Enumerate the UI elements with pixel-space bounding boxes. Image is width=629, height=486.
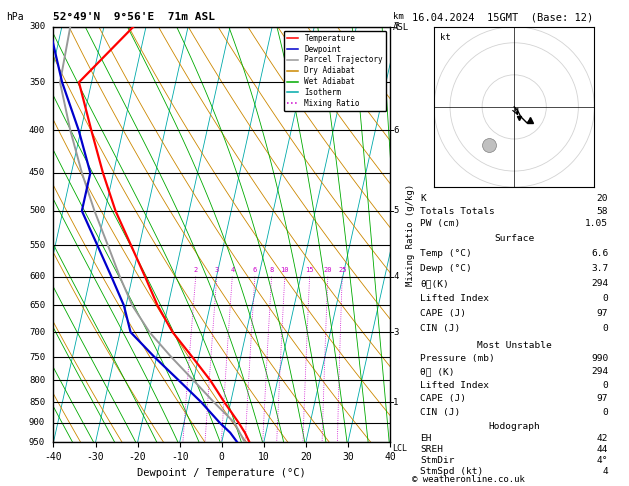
Text: θᴇ (K): θᴇ (K) <box>420 367 455 377</box>
Text: Surface: Surface <box>494 234 534 243</box>
Text: 58: 58 <box>597 207 608 216</box>
Text: 900: 900 <box>29 418 45 427</box>
Text: 950: 950 <box>29 438 45 447</box>
Text: K: K <box>420 194 426 204</box>
Text: CIN (J): CIN (J) <box>420 324 460 333</box>
Text: 294: 294 <box>591 367 608 377</box>
Text: 294: 294 <box>591 279 608 288</box>
Text: 6.6: 6.6 <box>591 249 608 259</box>
Text: hPa: hPa <box>6 12 24 22</box>
Text: 97: 97 <box>597 394 608 403</box>
Text: 4: 4 <box>393 272 399 281</box>
Text: 8: 8 <box>269 267 274 273</box>
Text: 0: 0 <box>603 324 608 333</box>
Text: LCL: LCL <box>392 444 407 453</box>
Text: 500: 500 <box>29 207 45 215</box>
Text: 1: 1 <box>393 398 399 407</box>
Text: 4: 4 <box>230 267 235 273</box>
Text: 700: 700 <box>29 328 45 337</box>
Text: 4°: 4° <box>597 456 608 465</box>
Text: 42: 42 <box>597 434 608 443</box>
X-axis label: Dewpoint / Temperature (°C): Dewpoint / Temperature (°C) <box>137 468 306 478</box>
Text: 97: 97 <box>597 309 608 318</box>
Text: 44: 44 <box>597 445 608 454</box>
Text: Lifted Index: Lifted Index <box>420 381 489 390</box>
Text: 3.7: 3.7 <box>591 264 608 273</box>
Text: 600: 600 <box>29 272 45 281</box>
Text: Totals Totals: Totals Totals <box>420 207 495 216</box>
Legend: Temperature, Dewpoint, Parcel Trajectory, Dry Adiabat, Wet Adiabat, Isotherm, Mi: Temperature, Dewpoint, Parcel Trajectory… <box>284 31 386 111</box>
Text: 3: 3 <box>393 328 399 337</box>
Text: 6: 6 <box>253 267 257 273</box>
Text: 7: 7 <box>393 22 399 31</box>
Text: 400: 400 <box>29 126 45 135</box>
Text: Dewp (°C): Dewp (°C) <box>420 264 472 273</box>
Text: 800: 800 <box>29 376 45 385</box>
Text: 25: 25 <box>338 267 347 273</box>
Text: 350: 350 <box>29 78 45 87</box>
Text: 450: 450 <box>29 168 45 177</box>
Text: 16.04.2024  15GMT  (Base: 12): 16.04.2024 15GMT (Base: 12) <box>412 12 593 22</box>
Text: © weatheronline.co.uk: © weatheronline.co.uk <box>412 474 525 484</box>
Text: 6: 6 <box>393 126 399 135</box>
Text: 3: 3 <box>214 267 219 273</box>
Text: Hodograph: Hodograph <box>488 422 540 432</box>
Text: 20: 20 <box>323 267 332 273</box>
Text: Pressure (mb): Pressure (mb) <box>420 354 495 363</box>
Text: EH: EH <box>420 434 431 443</box>
Text: Mixing Ratio (g/kg): Mixing Ratio (g/kg) <box>406 183 415 286</box>
Text: StmSpd (kt): StmSpd (kt) <box>420 467 484 476</box>
Text: 300: 300 <box>29 22 45 31</box>
Text: kt: kt <box>440 33 451 42</box>
Text: 52°49'N  9°56'E  71m ASL: 52°49'N 9°56'E 71m ASL <box>53 12 216 22</box>
Text: 5: 5 <box>393 207 399 215</box>
Text: 2: 2 <box>194 267 198 273</box>
Text: 990: 990 <box>591 354 608 363</box>
Text: 1.05: 1.05 <box>585 219 608 228</box>
Text: 15: 15 <box>306 267 314 273</box>
Text: Lifted Index: Lifted Index <box>420 294 489 303</box>
Text: 0: 0 <box>603 407 608 417</box>
Text: CAPE (J): CAPE (J) <box>420 394 466 403</box>
Text: θᴇ(K): θᴇ(K) <box>420 279 449 288</box>
Text: StmDir: StmDir <box>420 456 455 465</box>
Text: CAPE (J): CAPE (J) <box>420 309 466 318</box>
Text: 750: 750 <box>29 352 45 362</box>
Text: PW (cm): PW (cm) <box>420 219 460 228</box>
Text: 0: 0 <box>603 381 608 390</box>
Text: Temp (°C): Temp (°C) <box>420 249 472 259</box>
Text: CIN (J): CIN (J) <box>420 407 460 417</box>
Text: 850: 850 <box>29 398 45 407</box>
Text: 550: 550 <box>29 241 45 250</box>
Text: 0: 0 <box>603 294 608 303</box>
Text: 20: 20 <box>597 194 608 204</box>
Text: Most Unstable: Most Unstable <box>477 341 552 350</box>
Text: SREH: SREH <box>420 445 443 454</box>
Text: 10: 10 <box>281 267 289 273</box>
Text: 650: 650 <box>29 301 45 310</box>
Text: km
ASL: km ASL <box>393 12 409 32</box>
Text: 4: 4 <box>603 467 608 476</box>
